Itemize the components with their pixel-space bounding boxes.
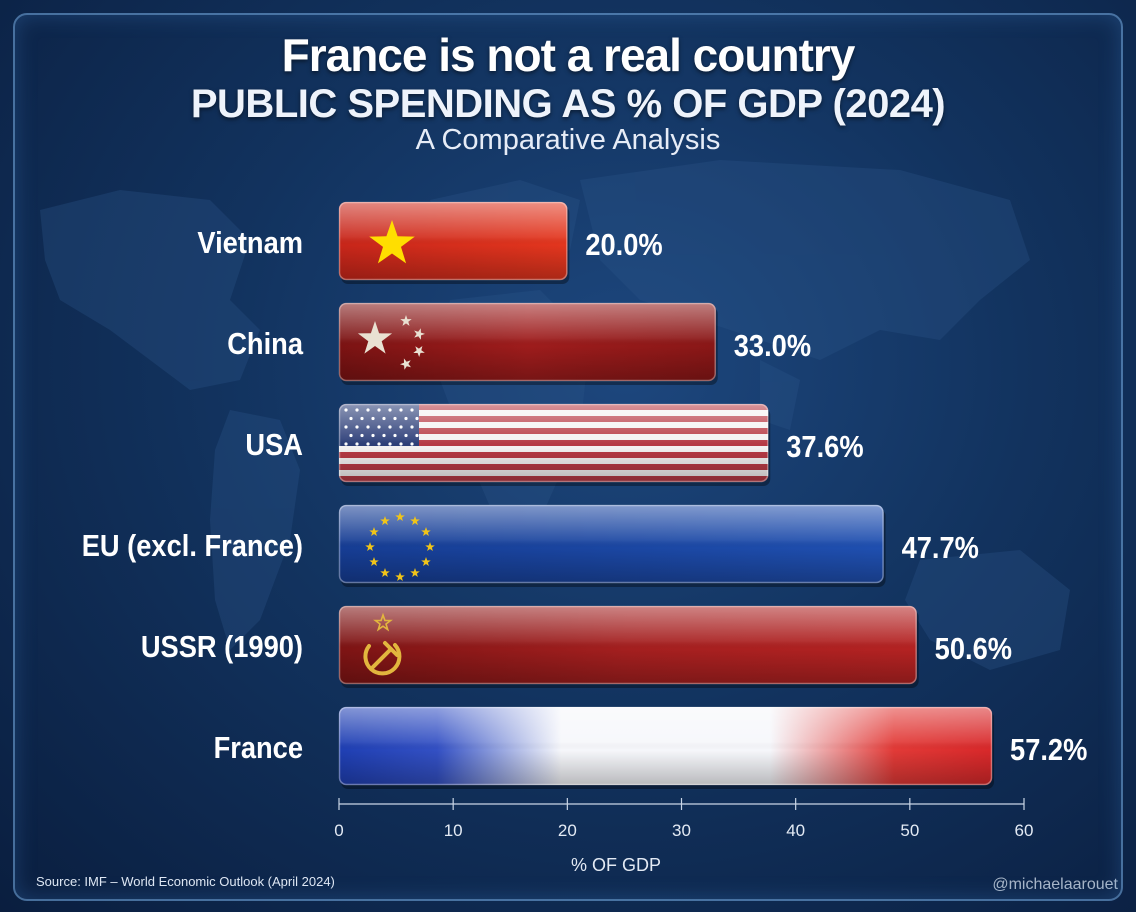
bar-border <box>338 504 884 584</box>
value-label: 20.0% <box>585 228 662 262</box>
bar-border <box>338 302 716 382</box>
bar-vietnam <box>338 201 570 284</box>
china-small-star-icon <box>400 358 411 370</box>
value-label: 47.7% <box>902 531 979 565</box>
author-handle: @michaelaarouet <box>992 876 1118 893</box>
source-note: Source: IMF – World Economic Outlook (Ap… <box>36 874 335 889</box>
bar-ussr <box>338 605 919 688</box>
eu-star-icon <box>421 557 431 566</box>
category-label: USA <box>245 428 303 462</box>
bar-eu <box>338 504 886 587</box>
bar-usa <box>338 403 771 486</box>
category-label: China <box>227 327 303 361</box>
chart-title: France is not a real country <box>281 29 856 81</box>
category-label: USSR (1990) <box>141 630 303 664</box>
eu-star-icon <box>380 516 390 526</box>
eu-star-icon <box>369 527 379 536</box>
bar-gloss <box>339 505 884 583</box>
category-label: EU (excl. France) <box>82 529 303 563</box>
eu-star-icon <box>425 542 435 551</box>
bar-china <box>338 302 718 385</box>
eu-star-icon <box>365 542 375 551</box>
value-label: 57.2% <box>1010 733 1087 767</box>
china-small-star-icon <box>414 328 425 340</box>
eu-star-icon <box>395 512 405 521</box>
chart-tagline: A Comparative Analysis <box>415 124 721 156</box>
bar-gloss <box>339 202 568 280</box>
eu-star-icon <box>395 572 405 581</box>
vietnam-star-icon <box>369 220 415 264</box>
eu-star-icon <box>369 557 379 566</box>
x-tick-label: 20 <box>558 821 577 840</box>
eu-star-icon <box>380 568 390 577</box>
eu-star-icon <box>410 516 420 526</box>
value-label: 33.0% <box>734 329 811 363</box>
china-small-star-icon <box>400 315 412 326</box>
hammer-sickle-icon <box>363 641 402 676</box>
eu-star-icon <box>410 568 420 577</box>
bars-layer: Vietnam 20.0% China 33.0% USA 37.6% EU (excl. … <box>82 201 1087 789</box>
x-tick-label: 60 <box>1015 821 1034 840</box>
x-tick-label: 0 <box>334 821 343 840</box>
x-tick-label: 50 <box>900 821 919 840</box>
bar-border <box>338 201 568 281</box>
china-small-star-icon <box>413 346 425 357</box>
china-big-star-icon <box>357 321 393 354</box>
category-label: Vietnam <box>197 226 303 260</box>
bar-border <box>338 706 993 786</box>
bar-gloss <box>339 707 993 785</box>
bar-gloss <box>339 303 716 381</box>
x-axis: 0 10 20 30 40 50 60 % OF GDP <box>334 798 1033 875</box>
value-label: 50.6% <box>935 632 1012 666</box>
chart-subtitle: PUBLIC SPENDING AS % OF GDP (2024) <box>190 82 946 126</box>
x-tick-label: 10 <box>444 821 463 840</box>
value-label: 37.6% <box>786 430 863 464</box>
bar-border <box>338 605 917 685</box>
bar-france <box>338 706 995 789</box>
bar-gloss <box>339 606 917 684</box>
bar-gloss <box>339 404 769 482</box>
eu-star-icon <box>421 527 431 536</box>
x-tick-label: 30 <box>672 821 691 840</box>
category-label: France <box>214 731 303 765</box>
x-tick-label: 40 <box>786 821 805 840</box>
bar-border <box>338 403 769 483</box>
ussr-star-icon <box>373 612 393 632</box>
x-axis-label: % OF GDP <box>571 855 661 875</box>
